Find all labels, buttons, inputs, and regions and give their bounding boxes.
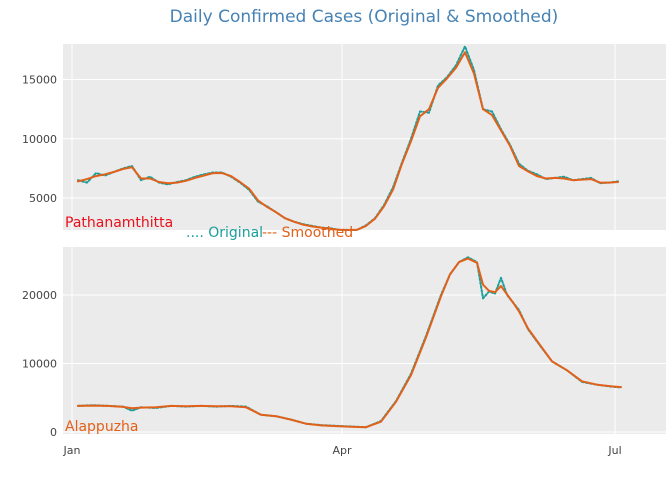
panels: 5000 10000 15000 Pathanamthitta Jan Apr Jul 0 10… (22, 44, 666, 457)
legend-item-original[interactable]: .... Original (186, 225, 263, 241)
panel-label: Pathanamthitta (65, 215, 173, 231)
panel-label: Alappuzha (65, 419, 139, 435)
y-tick-label: 5000 (29, 192, 57, 205)
x-tick-label: Jul (607, 444, 621, 457)
panel-background (63, 44, 666, 230)
series-line-smoothed (77, 257, 622, 429)
panel-1: Jan Apr Jul 0 10000 20000 Alappuzha (22, 247, 666, 457)
legend-item-smoothed[interactable]: --- Smoothed (262, 225, 353, 241)
series-line-smoothed (77, 51, 619, 231)
y-tick-label: 0 (50, 426, 57, 439)
chart-title: Daily Confirmed Cases (Original & Smooth… (170, 7, 559, 27)
y-tick-label: 20000 (22, 289, 57, 302)
panel-0: 5000 10000 15000 Pathanamthitta (22, 44, 666, 231)
legend[interactable]: .... Original--- Smoothed (186, 225, 353, 241)
panel-background (63, 247, 666, 434)
y-tick-label: 15000 (22, 74, 57, 87)
y-tick-label: 10000 (22, 357, 57, 370)
y-tick-label: 10000 (22, 133, 57, 146)
x-tick-label: Apr (332, 444, 352, 457)
x-tick-label: Jan (63, 444, 81, 457)
